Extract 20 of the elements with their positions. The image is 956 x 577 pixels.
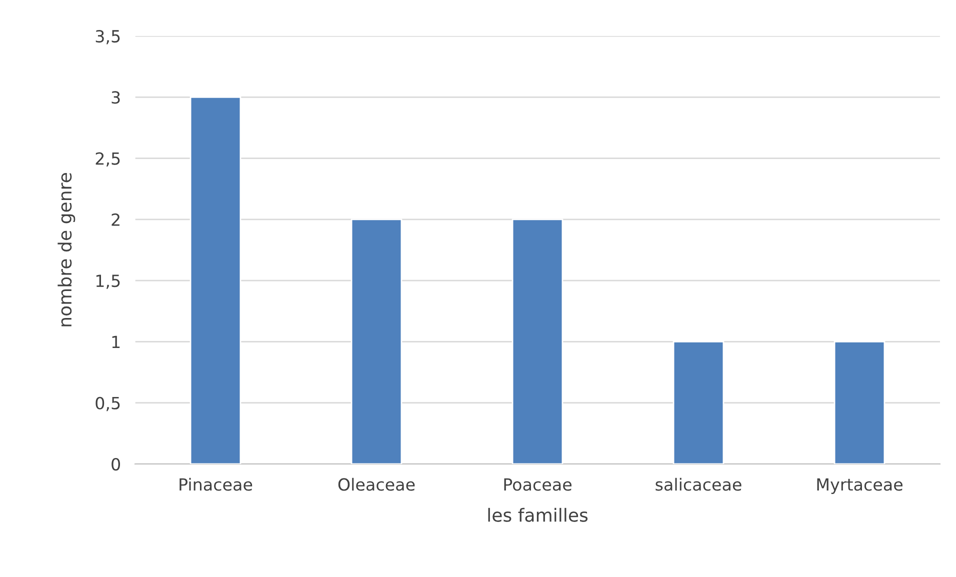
y-tick-label: 1,5 xyxy=(96,274,120,289)
bar xyxy=(512,218,564,464)
bar xyxy=(672,341,724,464)
x-tick-label: Pinaceae xyxy=(180,478,252,491)
y-tick-label: 3 xyxy=(112,91,120,104)
bar xyxy=(350,218,402,464)
x-tick-label: Myrtaceae xyxy=(817,478,902,494)
y-tick-label: 3,5 xyxy=(96,30,120,44)
y-tick-label: 2,5 xyxy=(96,152,120,167)
x-axis-title: les familles xyxy=(488,508,588,522)
x-tick-label: salicaceae xyxy=(656,478,742,491)
x-tick-label: Oleaceae xyxy=(338,478,415,491)
x-tick-label: Poaceae xyxy=(504,478,572,491)
y-axis-title: nombre de genre xyxy=(58,173,76,326)
bar xyxy=(834,341,886,464)
y-tick-label: 1 xyxy=(112,336,120,348)
bar xyxy=(190,96,242,464)
y-tick-label: 2 xyxy=(112,213,120,226)
y-tick-label: 0 xyxy=(112,458,120,471)
y-tick-label: 0,5 xyxy=(96,396,120,412)
